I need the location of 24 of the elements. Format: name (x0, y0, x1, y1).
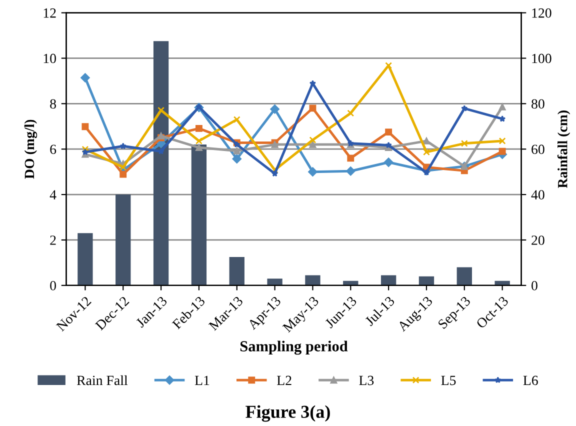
y2-tick-label: 0 (532, 281, 538, 290)
legend-label: L5 (441, 376, 456, 386)
y-tick-label: 2 (50, 236, 56, 245)
legend-label: Rain Fall (76, 375, 128, 386)
text: Figure 3(a) (246, 405, 330, 422)
legend-label: L1 (194, 376, 210, 385)
y-tick-label: 4 (50, 190, 56, 200)
legend-label: L2 (277, 376, 292, 385)
y2-tick-label: 20 (532, 236, 544, 245)
y-tick-label: 8 (50, 99, 56, 109)
y-tick-label: 12 (44, 8, 56, 18)
y2-tick-label: 60 (532, 144, 544, 154)
x-axis-title: Sampling period (240, 340, 348, 355)
y2-tick-label: 40 (531, 190, 544, 200)
y-axis-title: DO (mg/l) (24, 120, 38, 179)
y-tick-label: 0 (50, 281, 56, 290)
y2-tick-label: 120 (532, 8, 552, 18)
y-tick-label: 6 (50, 144, 56, 154)
y2-axis-title: Rainfall (cm) (557, 110, 570, 188)
legend-label: L3 (359, 376, 374, 386)
legend-label: L6 (523, 376, 538, 386)
y2-tick-label: 100 (532, 54, 552, 64)
y2-tick-label: 80 (532, 99, 544, 109)
y-tick-label: 10 (44, 54, 56, 64)
